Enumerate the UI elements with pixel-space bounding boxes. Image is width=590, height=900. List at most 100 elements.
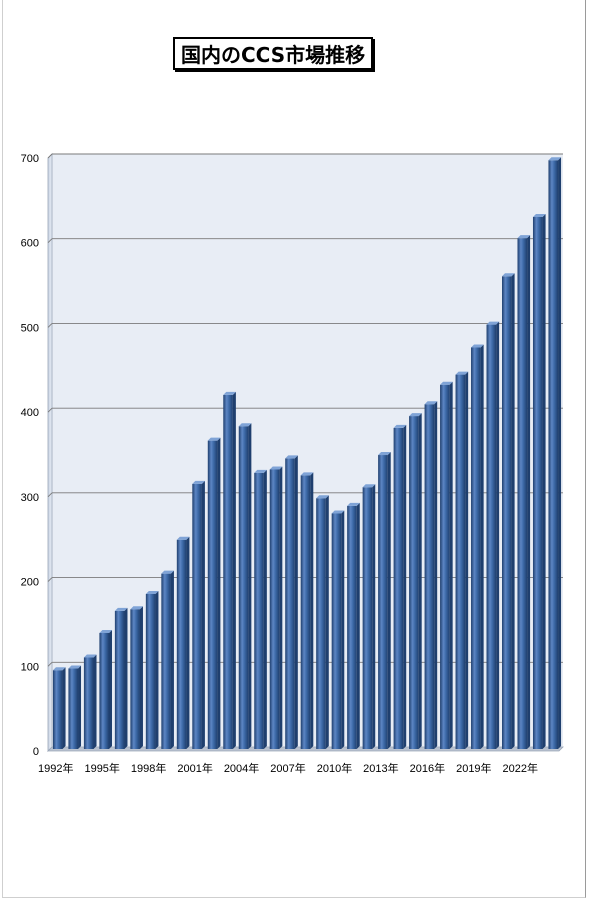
bar-side <box>325 495 329 749</box>
bar-top <box>145 590 159 594</box>
bar <box>316 495 329 749</box>
bar <box>99 629 112 749</box>
chart-title-box: 国内のCCS市場推移 <box>173 37 374 70</box>
bar-front <box>316 498 326 749</box>
bar-front <box>362 487 373 749</box>
bar-side <box>542 213 546 750</box>
bar-side <box>232 391 236 749</box>
bar-side <box>480 344 484 749</box>
bar-front <box>424 404 435 749</box>
bar-top <box>52 667 66 671</box>
y-tick-label: 600 <box>21 238 39 250</box>
bar <box>300 472 314 749</box>
bar-top <box>393 424 407 428</box>
bar-front <box>223 394 233 749</box>
bar-top <box>207 437 221 441</box>
bar-top <box>316 495 329 499</box>
bar-top <box>486 321 500 325</box>
bar <box>223 391 236 749</box>
y-tick-label: 500 <box>21 322 39 334</box>
bar-top <box>455 371 469 375</box>
x-axis-ticks: 1992年 1995年 1998年 2001年 2004年 2007年 2010年 2013年… <box>38 761 538 775</box>
y-tick-label: 400 <box>21 407 39 419</box>
gridline-side <box>47 238 53 244</box>
bar-front <box>68 668 79 749</box>
bar <box>548 157 562 749</box>
bar-front <box>161 573 171 749</box>
bar-side <box>465 371 469 749</box>
bar-front <box>548 160 559 749</box>
bar <box>502 273 515 749</box>
bar-side <box>217 437 221 749</box>
bar-top <box>254 469 267 473</box>
gridline-side <box>47 577 53 582</box>
bar-top <box>300 472 314 476</box>
bar-front <box>83 657 94 749</box>
bar-front <box>393 427 404 749</box>
bar-side <box>78 665 82 749</box>
bar <box>532 213 546 750</box>
bar-side <box>356 502 360 749</box>
bar-front <box>238 426 249 749</box>
bar-side <box>387 452 391 749</box>
gridline-side <box>47 153 53 159</box>
bar-side <box>93 654 97 749</box>
bar-top <box>130 606 143 610</box>
bar-front <box>176 539 187 749</box>
bar <box>409 413 422 749</box>
x-tick-label: 2004年 <box>224 761 259 775</box>
bar-side <box>558 157 562 749</box>
bar <box>517 235 531 749</box>
bars <box>52 157 562 750</box>
bar-side <box>108 629 112 749</box>
bar-front <box>192 483 202 749</box>
bar-side <box>186 536 190 749</box>
y-tick-label: 200 <box>21 577 39 589</box>
bar <box>486 321 500 749</box>
bar-side <box>434 401 438 749</box>
bar-top <box>192 480 205 484</box>
bar-front <box>532 216 543 750</box>
bar-front <box>347 505 357 749</box>
bar-top <box>238 423 252 427</box>
y-axis-ticks: 0 100 200 300 400 500 600 700 <box>21 153 39 758</box>
bar-side <box>201 480 205 749</box>
bar-top <box>114 607 128 611</box>
bar-side <box>279 466 283 749</box>
bar-side <box>139 606 143 749</box>
bar-top <box>285 455 298 459</box>
x-tick-label: 2007年 <box>270 761 305 775</box>
bar-top <box>378 452 391 456</box>
bar-top <box>99 629 112 633</box>
gridline-side <box>47 661 53 667</box>
bar <box>269 466 283 749</box>
bar-side <box>372 484 376 749</box>
bar <box>285 455 298 749</box>
bar-front <box>99 632 109 749</box>
bar-side <box>527 235 531 749</box>
bar-front <box>114 610 125 749</box>
bar <box>161 570 174 749</box>
bar <box>68 665 82 749</box>
bar-top <box>409 413 422 417</box>
bar-front <box>471 347 481 749</box>
x-tick-label: 2022年 <box>503 761 538 775</box>
bar-front <box>502 276 512 749</box>
y-tick-label: 700 <box>21 153 39 165</box>
bar <box>207 437 221 749</box>
y-tick-label: 100 <box>21 661 39 673</box>
bar-top <box>161 570 174 574</box>
bar <box>471 344 484 749</box>
bar <box>378 452 391 749</box>
bar-front <box>285 458 295 749</box>
bar-front <box>145 593 156 749</box>
bar <box>145 590 159 749</box>
bar-top <box>471 344 484 348</box>
bar-side <box>263 469 267 749</box>
bar-front <box>378 455 388 749</box>
bar <box>52 667 66 749</box>
bar <box>176 536 190 749</box>
gridline-side <box>47 407 53 413</box>
bar-side <box>248 423 252 749</box>
bar-side <box>62 667 66 749</box>
